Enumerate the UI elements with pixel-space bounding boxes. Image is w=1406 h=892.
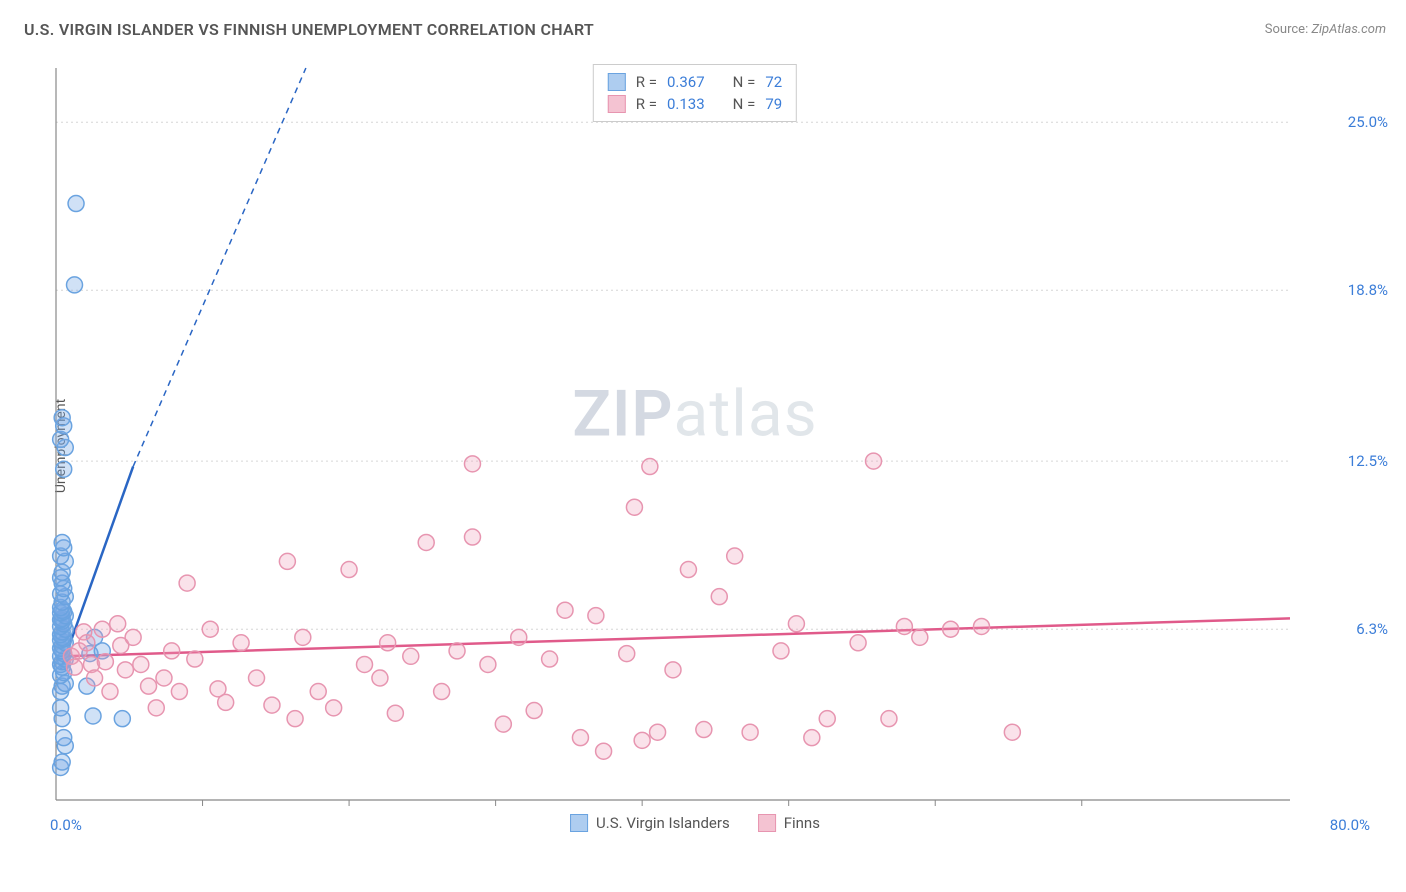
legend-swatch-0	[608, 73, 626, 91]
legend-n-label-0: N =	[733, 73, 756, 91]
legend-n-value-0: 72	[765, 73, 782, 91]
legend-bottom-swatch-0	[570, 814, 588, 832]
legend-r-value-1: 0.133	[667, 95, 705, 113]
legend-bottom-swatch-1	[758, 814, 776, 832]
x-axis-min-label: 0.0%	[50, 816, 82, 834]
source-label: Source:	[1265, 22, 1308, 37]
legend-swatch-1	[608, 95, 626, 113]
source-value: ZipAtlas.com	[1311, 22, 1386, 37]
y-tick-label: 6.3%	[1356, 620, 1388, 638]
legend-row-1: R = 0.133 N = 79	[608, 93, 782, 115]
legend-r-label-1: R =	[636, 95, 657, 113]
x-axis-max-label: 80.0%	[1330, 816, 1370, 834]
legend-bottom-item-1: Finns	[758, 814, 820, 832]
source-attribution: Source: ZipAtlas.com	[1265, 22, 1386, 37]
legend-n-label-1: N =	[733, 95, 756, 113]
chart-title: U.S. VIRGIN ISLANDER VS FINNISH UNEMPLOY…	[24, 20, 594, 39]
legend-r-value-0: 0.367	[667, 73, 705, 91]
y-tick-label: 12.5%	[1348, 452, 1388, 470]
legend-row-0: R = 0.367 N = 72	[608, 71, 782, 93]
legend-bottom-label-0: U.S. Virgin Islanders	[596, 814, 730, 832]
legend-bottom-item-0: U.S. Virgin Islanders	[570, 814, 730, 832]
legend-n-value-1: 79	[765, 95, 782, 113]
legend-bottom-label-1: Finns	[784, 814, 820, 832]
legend-top: R = 0.367 N = 72 R = 0.133 N = 79	[593, 64, 797, 122]
legend-bottom: U.S. Virgin Islanders Finns	[570, 814, 820, 832]
legend-r-label-0: R =	[636, 73, 657, 91]
y-tick-label: 18.8%	[1348, 281, 1388, 299]
plot-area: ZIPatlas R = 0.367 N = 72 R = 0.133 N = …	[50, 60, 1340, 830]
scatter-chart-svg	[50, 60, 1340, 830]
y-tick-label: 25.0%	[1348, 113, 1388, 131]
